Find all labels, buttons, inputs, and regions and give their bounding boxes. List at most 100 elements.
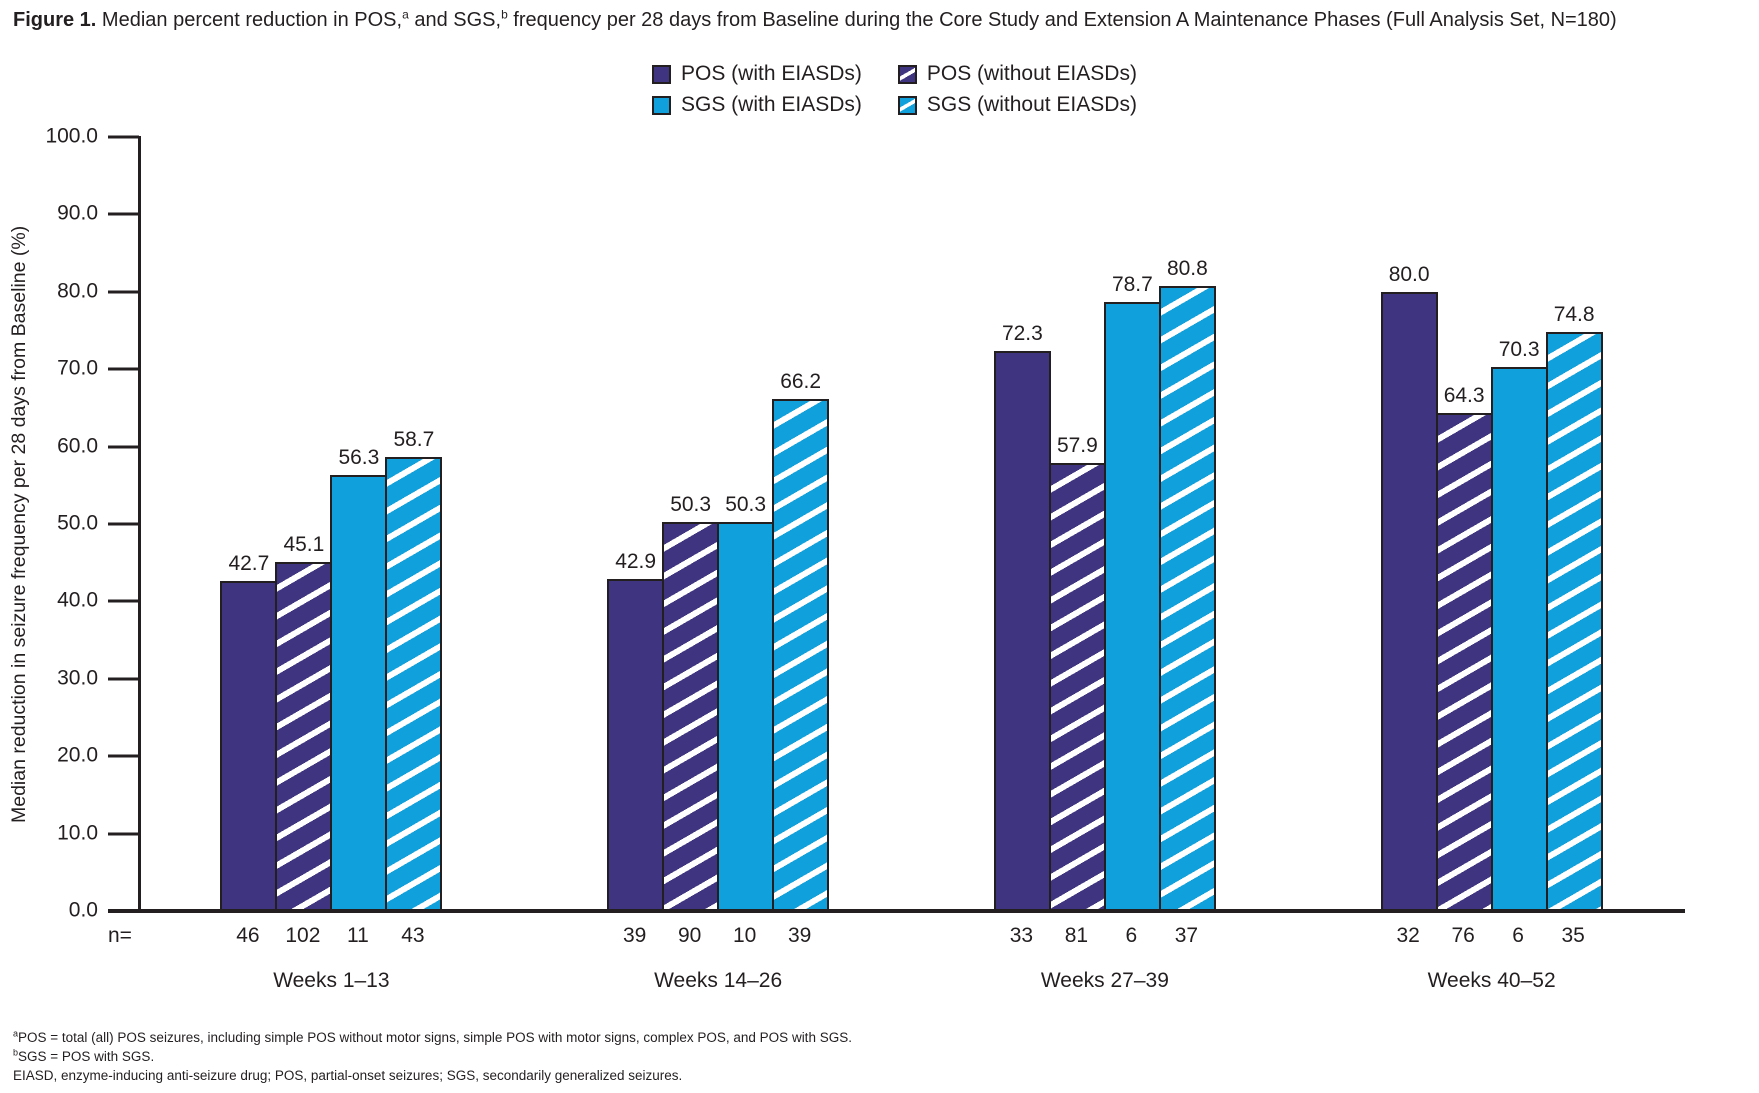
bar-value-label: 58.7 (393, 427, 435, 451)
legend-label: POS (without EIASDs) (926, 62, 1137, 85)
footnote-a-marker: a (13, 1028, 19, 1039)
bar-value-label: 72.3 (1001, 322, 1043, 346)
bar-value-label: 56.3 (338, 446, 380, 470)
footnote-marker-a: a (402, 7, 409, 22)
footnote-b-marker: b (13, 1047, 19, 1058)
bar: 72.3 (993, 322, 1051, 911)
y-tick-label: 20.0 (57, 743, 98, 767)
n-value: 90 (677, 924, 702, 947)
n-value: 81 (1064, 924, 1089, 947)
n-value: 35 (1561, 924, 1585, 947)
bar: 42.9 (607, 550, 665, 911)
legend-item-pos-without-eiasds: POS (without EIASDs) (897, 62, 1137, 86)
n-group: 33 81 6 37 (912, 924, 1299, 948)
legend-label: POS (with EIASDs) (681, 62, 862, 85)
bar-value-label: 42.9 (615, 549, 657, 573)
y-tick (108, 212, 139, 216)
bar: 70.3 (1490, 338, 1548, 911)
legend-swatch-solid-purple (652, 64, 671, 84)
bar-group: 42.7 45.1 56.3 58.7 (138, 137, 525, 911)
bar-value-label: 66.2 (780, 369, 822, 393)
y-tick-label: 10.0 (57, 821, 98, 845)
n-value: 6 (1125, 924, 1138, 947)
y-tick (108, 290, 139, 294)
x-category-label: Weeks 14–26 (654, 969, 783, 992)
y-tick-label: 100.0 (45, 124, 98, 148)
bar-value-label: 50.3 (725, 492, 767, 516)
bar-group: 80.0 64.3 70.3 74.8 (1298, 137, 1685, 911)
figure-title-text-3: frequency per 28 days from Baseline duri… (507, 9, 1617, 31)
y-tick-label: 80.0 (57, 279, 98, 303)
n-value: 10 (732, 924, 757, 947)
n-value: 11 (346, 924, 369, 947)
bar-value-label: 64.3 (1443, 384, 1485, 408)
n-value: 37 (1174, 924, 1199, 947)
bar-group: 72.3 57.9 78.7 80.8 (912, 137, 1299, 911)
bar-value-label: 70.3 (1498, 337, 1540, 361)
y-tick-label: 90.0 (57, 201, 98, 225)
n-value: 32 (1396, 924, 1420, 947)
bar: 80.0 (1380, 263, 1438, 911)
legend-item-sgs-without-eiasds: SGS (without EIASDs) (897, 93, 1137, 117)
footnote-abbreviations: EIASD, enzyme-inducing anti-seizure drug… (13, 1068, 683, 1083)
n-value: 43 (401, 924, 425, 947)
bar-value-label: 45.1 (283, 532, 325, 556)
legend-label: SGS (with EIASDs) (681, 93, 862, 116)
bar-group: 42.9 50.3 50.3 66.2 (525, 137, 912, 911)
bar: 58.7 (385, 428, 443, 911)
y-tick (108, 832, 139, 836)
x-category-row: Weeks 1–13 Weeks 14–26 Weeks 27–39 Weeks 40… (138, 969, 1685, 993)
x-axis-line (108, 909, 1685, 913)
bar-value-label: 80.0 (1388, 262, 1430, 286)
n-group: 39 90 10 39 (525, 924, 912, 948)
bar: 80.8 (1158, 257, 1216, 911)
n-value: 33 (1009, 924, 1034, 947)
legend-swatch-solid-cyan (652, 95, 671, 115)
n-values-row: 46 102 11 43 39 90 10 39 33 81 6 37 32 76 6 35 (138, 924, 1685, 948)
n-value: 6 (1512, 924, 1524, 947)
bar-value-label: 80.8 (1166, 256, 1208, 280)
bar: 66.2 (772, 370, 830, 911)
n-value: 102 (285, 924, 321, 947)
y-tick (108, 135, 139, 139)
y-tick (108, 677, 139, 681)
footnote-b-text: SGS = POS with SGS. (18, 1049, 155, 1064)
n-value: 46 (236, 924, 260, 947)
y-tick-label: 50.0 (57, 511, 98, 535)
bar-value-label: 78.7 (1111, 272, 1153, 296)
footnote-a-text: POS = total (all) POS seizures, includin… (18, 1030, 852, 1045)
bar-value-label: 42.7 (228, 551, 270, 575)
figure-title: Figure 1. Median percent reduction in PO… (13, 7, 1753, 32)
bar: 50.3 (717, 493, 775, 911)
x-category-label: Weeks 27–39 (1040, 969, 1169, 992)
n-value: 76 (1451, 924, 1475, 947)
y-tick-label: 40.0 (57, 588, 98, 612)
footnote-b: bSGS = POS with SGS. (13, 1047, 852, 1066)
n-group: 46 102 11 43 (138, 924, 525, 948)
figure-number-label: Figure 1. (13, 9, 97, 31)
y-tick-label: 0.0 (68, 898, 98, 922)
chart-legend: POS (with EIASDs) POS (without EIASDs) S… (652, 62, 1137, 117)
bar-value-label: 57.9 (1056, 433, 1098, 457)
footnotes: aPOS = total (all) POS seizures, includi… (13, 1028, 852, 1085)
y-tick (108, 754, 139, 758)
legend-item-sgs-with-eiasds: SGS (with EIASDs) (652, 93, 862, 117)
x-category-label: Weeks 40–52 (1427, 969, 1556, 992)
bar: 56.3 (330, 446, 388, 911)
plot-area: 100.0 90.0 80.0 70.0 60.0 50.0 40.0 30.0 20.0 10.… (45, 125, 1685, 992)
y-tick (108, 367, 139, 371)
legend-item-pos-with-eiasds: POS (with EIASDs) (652, 62, 862, 86)
legend-swatch-striped-purple (897, 64, 917, 84)
footnote-marker-b: b (501, 7, 508, 22)
n-equals-label: n= (108, 924, 132, 947)
n-value: 39 (787, 924, 812, 947)
bar-value-label: 74.8 (1553, 303, 1595, 327)
n-group: 32 76 6 35 (1298, 924, 1685, 948)
bar: 57.9 (1048, 434, 1106, 911)
y-tick-label: 70.0 (57, 356, 98, 380)
bar: 64.3 (1435, 384, 1493, 911)
bar: 45.1 (275, 533, 333, 911)
bar-groups: 42.7 45.1 56.3 58.7 42.9 50.3 50.3 66.2 72.3 57.9… (138, 137, 1685, 911)
y-tick (108, 599, 139, 603)
n-value: 39 (622, 924, 647, 947)
